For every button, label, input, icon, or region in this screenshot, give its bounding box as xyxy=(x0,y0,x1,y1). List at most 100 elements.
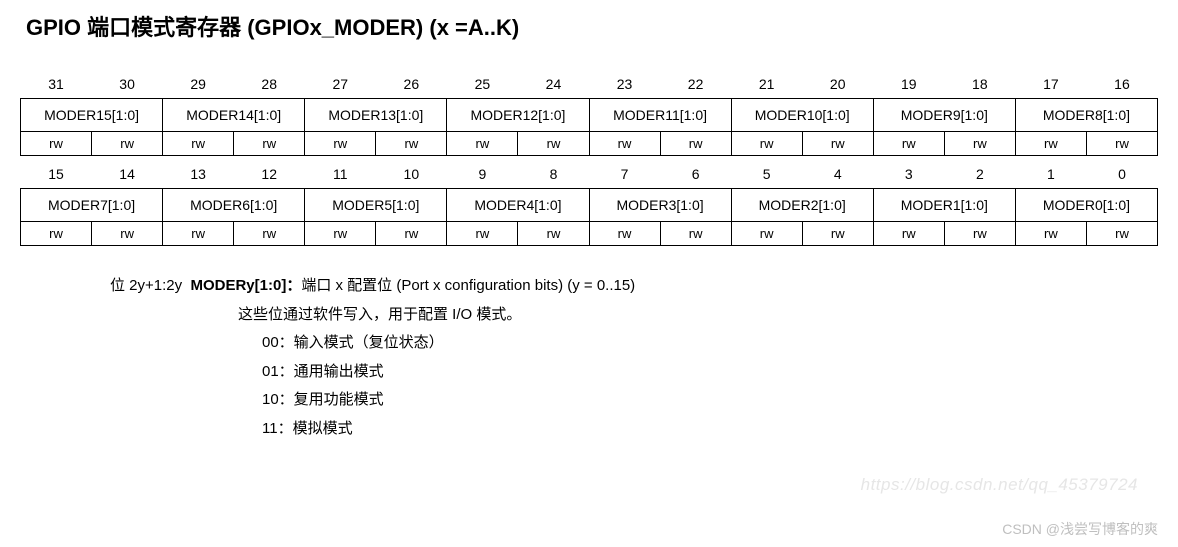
rw-cell: rw xyxy=(92,132,163,156)
bit-num: 22 xyxy=(660,72,731,99)
bit-num: 13 xyxy=(163,162,234,189)
rw-cell: rw xyxy=(660,222,731,246)
rw-cell: rw xyxy=(1015,222,1086,246)
bit-num: 19 xyxy=(873,72,944,99)
option-11: 11：模拟模式 xyxy=(262,415,1158,444)
bit-number-row: 31 30 29 28 27 26 25 24 23 22 21 20 19 1… xyxy=(21,72,1158,99)
rw-cell: rw xyxy=(92,222,163,246)
bit-num: 18 xyxy=(944,72,1015,99)
bit-num: 20 xyxy=(802,72,873,99)
rw-cell: rw xyxy=(376,132,447,156)
bit-num: 26 xyxy=(376,72,447,99)
rw-cell: rw xyxy=(944,132,1015,156)
field-cell: MODER11[1:0] xyxy=(589,99,731,132)
rw-cell: rw xyxy=(731,222,802,246)
bit-num: 3 xyxy=(873,162,944,189)
bit-num: 2 xyxy=(944,162,1015,189)
field-cell: MODER8[1:0] xyxy=(1015,99,1157,132)
bit-num: 10 xyxy=(376,162,447,189)
field-name-label: MODERy[1:0]： xyxy=(190,277,301,294)
bit-num: 8 xyxy=(518,162,589,189)
bit-num: 7 xyxy=(589,162,660,189)
bit-num: 31 xyxy=(21,72,92,99)
rw-row: rw rw rw rw rw rw rw rw rw rw rw rw rw r… xyxy=(21,132,1158,156)
bit-num: 16 xyxy=(1086,72,1157,99)
field-cell: MODER0[1:0] xyxy=(1015,189,1157,222)
rw-cell: rw xyxy=(163,222,234,246)
field-cell: MODER15[1:0] xyxy=(21,99,163,132)
rw-cell: rw xyxy=(518,132,589,156)
field-cell: MODER14[1:0] xyxy=(163,99,305,132)
rw-cell: rw xyxy=(731,132,802,156)
bit-num: 27 xyxy=(305,72,376,99)
bit-num: 6 xyxy=(660,162,731,189)
field-row: MODER7[1:0] MODER6[1:0] MODER5[1:0] MODE… xyxy=(21,189,1158,222)
rw-row: rw rw rw rw rw rw rw rw rw rw rw rw rw r… xyxy=(21,222,1158,246)
bit-num: 23 xyxy=(589,72,660,99)
bit-num: 5 xyxy=(731,162,802,189)
bits-range-label: 位 2y+1:2y xyxy=(110,277,182,294)
rw-cell: rw xyxy=(944,222,1015,246)
rw-cell: rw xyxy=(1015,132,1086,156)
bit-num: 4 xyxy=(802,162,873,189)
bit-num: 29 xyxy=(163,72,234,99)
field-cell: MODER9[1:0] xyxy=(873,99,1015,132)
option-10: 10：复用功能模式 xyxy=(262,386,1158,415)
bit-num: 28 xyxy=(234,72,305,99)
watermark-url: https://blog.csdn.net/qq_45379724 xyxy=(861,475,1138,495)
rw-cell: rw xyxy=(305,222,376,246)
register-table-lower: 15 14 13 12 11 10 9 8 7 6 5 4 3 2 1 0 MO… xyxy=(20,162,1158,246)
bit-num: 9 xyxy=(447,162,518,189)
bit-num: 11 xyxy=(305,162,376,189)
description-subtext: 这些位通过软件写入，用于配置 I/O 模式。 xyxy=(238,301,1158,330)
rw-cell: rw xyxy=(376,222,447,246)
bit-num: 14 xyxy=(92,162,163,189)
bit-num: 1 xyxy=(1015,162,1086,189)
bit-number-row: 15 14 13 12 11 10 9 8 7 6 5 4 3 2 1 0 xyxy=(21,162,1158,189)
rw-cell: rw xyxy=(447,222,518,246)
field-text: 端口 x 配置位 (Port x configuration bits) (y … xyxy=(301,277,635,294)
description-block: 位 2y+1:2y MODERy[1:0]：端口 x 配置位 (Port x c… xyxy=(110,272,1158,443)
rw-cell: rw xyxy=(660,132,731,156)
bit-num: 25 xyxy=(447,72,518,99)
bit-num: 24 xyxy=(518,72,589,99)
rw-cell: rw xyxy=(234,132,305,156)
rw-cell: rw xyxy=(873,222,944,246)
bit-num: 30 xyxy=(92,72,163,99)
option-01: 01：通用输出模式 xyxy=(262,358,1158,387)
bit-num: 12 xyxy=(234,162,305,189)
field-row: MODER15[1:0] MODER14[1:0] MODER13[1:0] M… xyxy=(21,99,1158,132)
rw-cell: rw xyxy=(802,132,873,156)
bit-num: 17 xyxy=(1015,72,1086,99)
rw-cell: rw xyxy=(21,222,92,246)
field-cell: MODER4[1:0] xyxy=(447,189,589,222)
bit-num: 15 xyxy=(21,162,92,189)
register-table-upper: 31 30 29 28 27 26 25 24 23 22 21 20 19 1… xyxy=(20,72,1158,156)
rw-cell: rw xyxy=(873,132,944,156)
rw-cell: rw xyxy=(1086,132,1157,156)
rw-cell: rw xyxy=(1086,222,1157,246)
rw-cell: rw xyxy=(589,222,660,246)
rw-cell: rw xyxy=(802,222,873,246)
field-cell: MODER2[1:0] xyxy=(731,189,873,222)
rw-cell: rw xyxy=(21,132,92,156)
rw-cell: rw xyxy=(518,222,589,246)
field-cell: MODER5[1:0] xyxy=(305,189,447,222)
field-cell: MODER13[1:0] xyxy=(305,99,447,132)
page-title: GPIO 端口模式寄存器 (GPIOx_MODER) (x =A..K) xyxy=(26,10,1158,42)
rw-cell: rw xyxy=(305,132,376,156)
rw-cell: rw xyxy=(163,132,234,156)
field-cell: MODER7[1:0] xyxy=(21,189,163,222)
field-cell: MODER1[1:0] xyxy=(873,189,1015,222)
bit-num: 21 xyxy=(731,72,802,99)
field-cell: MODER3[1:0] xyxy=(589,189,731,222)
description-heading: 位 2y+1:2y MODERy[1:0]：端口 x 配置位 (Port x c… xyxy=(110,272,1158,301)
field-cell: MODER12[1:0] xyxy=(447,99,589,132)
field-cell: MODER10[1:0] xyxy=(731,99,873,132)
bit-num: 0 xyxy=(1086,162,1157,189)
rw-cell: rw xyxy=(447,132,518,156)
rw-cell: rw xyxy=(234,222,305,246)
field-cell: MODER6[1:0] xyxy=(163,189,305,222)
watermark-author: CSDN @浅尝写博客的爽 xyxy=(1002,519,1158,539)
option-00: 00：输入模式（复位状态） xyxy=(262,329,1158,358)
